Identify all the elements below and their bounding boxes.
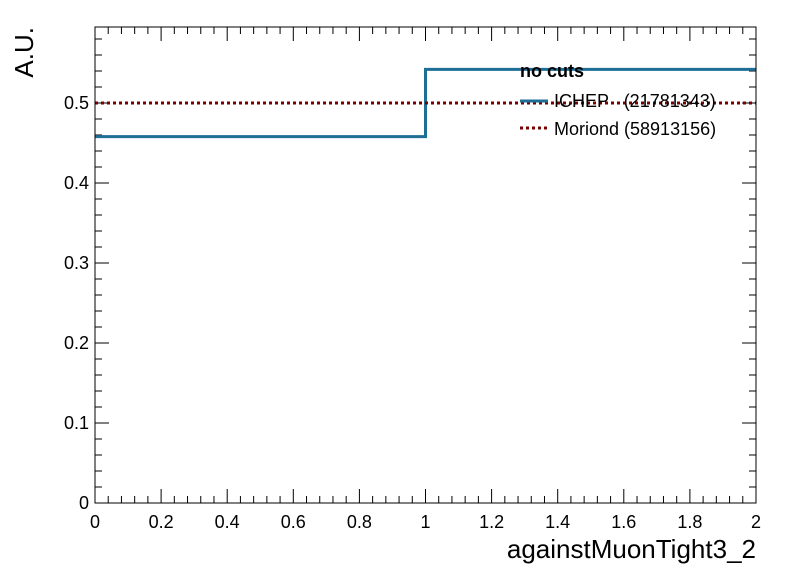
x-tick-label: 1 (420, 512, 430, 532)
x-axis-label: againstMuonTight3_2 (507, 534, 756, 564)
legend-label-ichep: ICHEP (21781343) (554, 91, 716, 111)
x-tick-label: 0.4 (215, 512, 240, 532)
x-tick-label: 2 (751, 512, 761, 532)
y-tick-label: 0.5 (64, 93, 89, 113)
legend-header: no cuts (520, 61, 584, 81)
x-tick-label: 1.6 (611, 512, 636, 532)
y-tick-label: 0.3 (64, 253, 89, 273)
x-tick-label: 0.6 (281, 512, 306, 532)
tick-labels: 0 0.2 0.4 0.6 0.8 1 1.2 1.4 1.6 1.8 2 0 0.1 0.2 0.3 0.4… (64, 93, 761, 532)
y-tick-label: 0.2 (64, 333, 89, 353)
y-tick-label: 0 (79, 493, 89, 513)
y-tick-label: 0.4 (64, 173, 89, 193)
x-tick-label: 1.4 (545, 512, 570, 532)
plot-frame (94, 26, 757, 504)
x-tick-label: 0.2 (149, 512, 174, 532)
x-tick-label: 1.2 (479, 512, 504, 532)
x-tick-label: 0.8 (347, 512, 372, 532)
x-tick-label: 0 (90, 512, 100, 532)
legend: no cuts ICHEP (21781343) Moriond (589131… (520, 61, 716, 139)
y-tick-label: 0.1 (64, 413, 89, 433)
series-lines (95, 67, 756, 139)
y-axis-label: A.U. (9, 27, 39, 78)
legend-label-moriond: Moriond (58913156) (554, 119, 716, 139)
x-tick-label: 1.8 (677, 512, 702, 532)
